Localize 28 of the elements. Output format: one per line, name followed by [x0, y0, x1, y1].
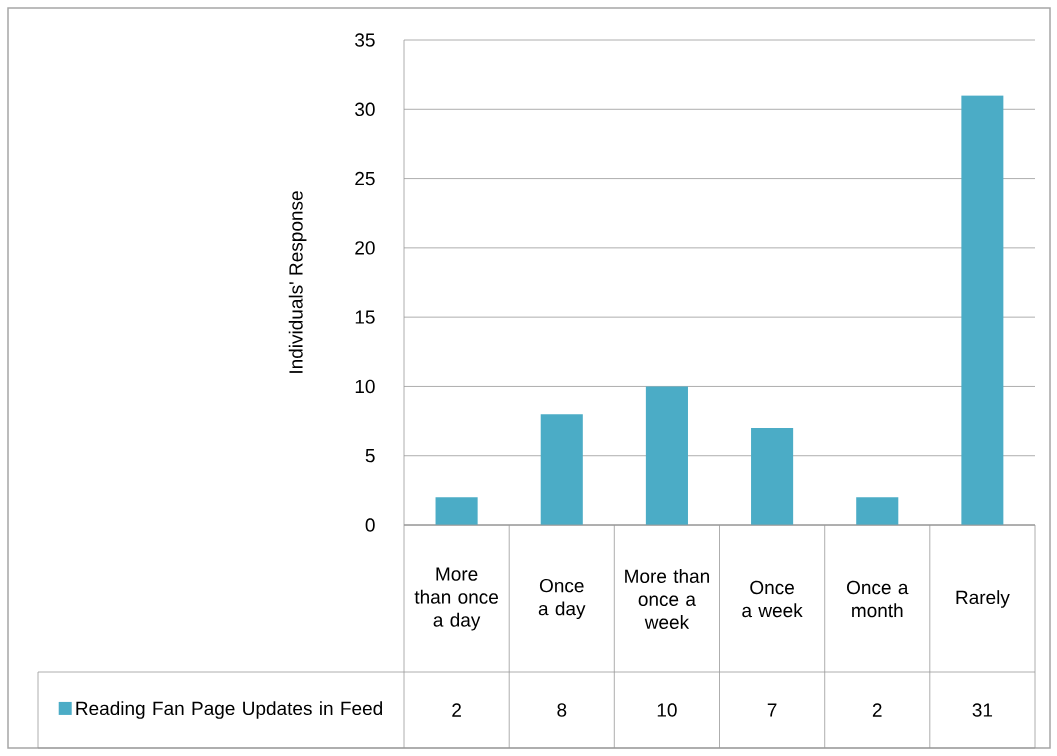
bar [435, 497, 478, 526]
legend-label: Reading Fan Page Updates in Feed [76, 701, 382, 719]
data-label: 31 [972, 703, 993, 717]
y-tick-label: 30 [355, 102, 375, 117]
y-tick-label: 5 [365, 449, 375, 463]
y-tick-label: 25 [355, 171, 375, 186]
y-tick-label: 35 [355, 33, 375, 47]
y-tick-label: 20 [355, 241, 375, 255]
y-tick-label: 0 [365, 518, 375, 532]
data-label: 7 [767, 703, 777, 717]
x-tick-label: More than once a day [414, 567, 498, 631]
bar [961, 95, 1004, 526]
x-tick-label: Once a month [847, 580, 909, 618]
x-tick-label: Once a week [742, 580, 803, 618]
x-tick-label: Once a day [538, 578, 586, 620]
bar [645, 386, 688, 526]
y-axis-title: Individuals' Response [288, 191, 307, 373]
data-label: 10 [657, 703, 677, 717]
x-tick-label: More than once a week [625, 569, 709, 629]
data-label: 2 [452, 703, 461, 717]
x-tick-label: Rarely [956, 590, 1010, 608]
y-tick-label: 10 [355, 379, 375, 394]
data-label: 8 [557, 703, 567, 717]
bar [540, 414, 583, 526]
bar [856, 497, 899, 526]
bar [751, 428, 794, 526]
y-tick-label: 15 [355, 310, 375, 324]
data-label: 2 [872, 703, 882, 717]
